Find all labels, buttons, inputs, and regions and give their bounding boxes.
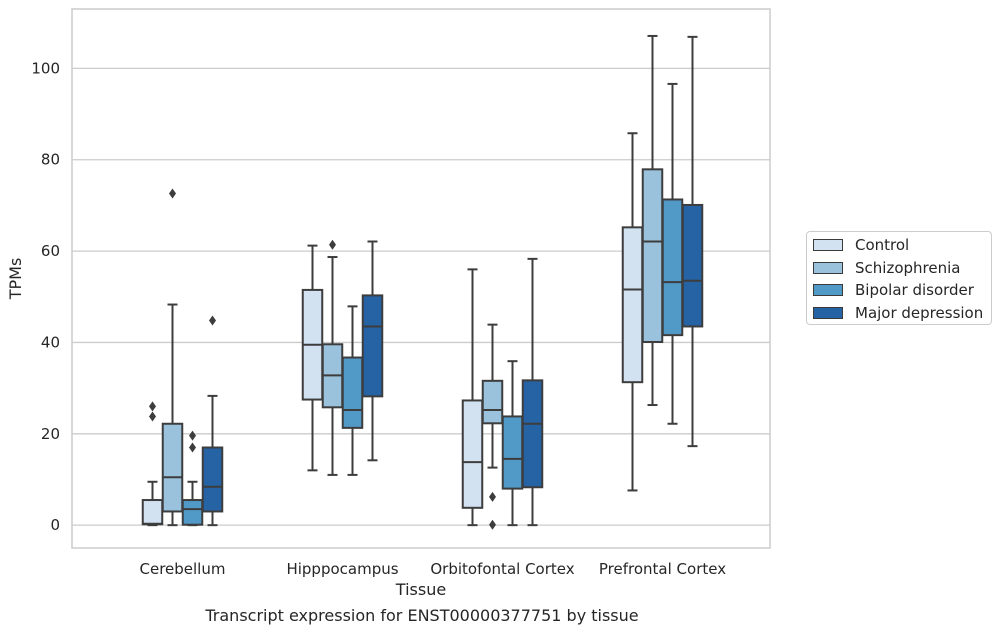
box-prefrontal-cortex-schizophrenia	[641, 34, 664, 407]
x-axis-title: Tissue	[395, 580, 446, 599]
y-tick-label: 20	[41, 425, 60, 443]
legend-swatch-control	[813, 239, 843, 251]
box-orbitofontal-cortex-schizophrenia	[481, 323, 504, 530]
iqr-box	[141, 499, 164, 526]
legend-label-control: Control	[855, 236, 910, 254]
iqr-box	[681, 203, 704, 328]
box-prefrontal-cortex-control	[621, 132, 644, 492]
box-hipppocampus-schizophrenia	[321, 239, 344, 476]
iqr-box	[201, 446, 224, 513]
box-orbitofontal-cortex-bipolar-disorder	[501, 360, 524, 527]
y-tick-label: 60	[41, 242, 60, 260]
legend-item-bipolar-disorder: Bipolar disorder	[813, 279, 974, 301]
box-hipppocampus-control	[301, 244, 324, 472]
iqr-box	[161, 422, 184, 513]
outlier-point	[189, 442, 196, 453]
y-tick-labels: 0 20 40 60 80 100	[31, 59, 60, 534]
box-hipppocampus-bipolar-disorder	[341, 305, 364, 476]
box-orbitofontal-cortex-control	[461, 268, 484, 527]
y-axis-title: TPMs	[6, 258, 25, 301]
y-tick-label: 80	[41, 151, 60, 169]
iqr-box	[621, 226, 644, 384]
iqr-box	[341, 356, 364, 429]
iqr-box	[501, 415, 524, 490]
box-cerebellum-bipolar-disorder	[181, 430, 204, 527]
legend-item-schizophrenia: Schizophrenia	[813, 257, 960, 279]
legend-swatch-bipolar-disorder	[813, 284, 843, 296]
box-hipppocampus-major-depression	[361, 240, 384, 462]
box-cerebellum-schizophrenia	[161, 188, 184, 527]
outlier-point	[149, 401, 156, 412]
figure-caption: Transcript expression for ENST0000037775…	[205, 606, 639, 625]
y-tick-label: 100	[31, 59, 60, 77]
legend: Control Schizophrenia Bipolar disorder M…	[806, 231, 992, 325]
x-tick-label-cerebellum: Cerebellum	[140, 560, 226, 578]
box-orbitofontal-cortex-major-depression	[521, 257, 544, 527]
box-prefrontal-cortex-bipolar-disorder	[661, 82, 684, 425]
iqr-box	[461, 399, 484, 509]
legend-item-major-depression: Major depression	[813, 302, 983, 324]
y-tick-label: 40	[41, 333, 60, 351]
iqr-box	[661, 198, 684, 337]
outlier-point	[149, 411, 156, 422]
box-cerebellum-control	[141, 401, 164, 527]
outlier-point	[209, 315, 216, 326]
x-tick-labels: Cerebellum Hipppocampus Orbitofontal Corte…	[140, 560, 727, 578]
outlier-point	[329, 239, 336, 250]
outlier-point	[489, 519, 496, 530]
legend-swatch-schizophrenia	[813, 262, 843, 274]
x-tick-label-hipppocampus: Hipppocampus	[286, 560, 398, 578]
outlier-point	[189, 430, 196, 441]
legend-label-major-depression: Major depression	[855, 304, 984, 322]
legend-item-control: Control	[813, 234, 909, 256]
iqr-box	[641, 168, 664, 343]
legend-label-bipolar-disorder: Bipolar disorder	[855, 281, 974, 299]
iqr-box	[481, 379, 504, 425]
legend-label-schizophrenia: Schizophrenia	[855, 259, 961, 277]
x-tick-label-prefrontal-cortex: Prefrontal Cortex	[599, 560, 726, 578]
y-tick-label: 0	[50, 516, 60, 534]
iqr-box	[361, 294, 384, 398]
grid-lines	[72, 67, 770, 526]
iqr-box	[181, 499, 204, 526]
legend-swatch-major-depression	[813, 307, 843, 319]
boxes	[141, 34, 704, 530]
plot-frame	[71, 8, 771, 549]
box-cerebellum-major-depression	[201, 315, 224, 527]
outlier-point	[489, 491, 496, 502]
outlier-point	[169, 188, 176, 199]
iqr-box	[521, 379, 544, 489]
x-tick-label-orbitofontal-cortex: Orbitofontal Cortex	[430, 560, 574, 578]
box-prefrontal-cortex-major-depression	[681, 35, 704, 448]
